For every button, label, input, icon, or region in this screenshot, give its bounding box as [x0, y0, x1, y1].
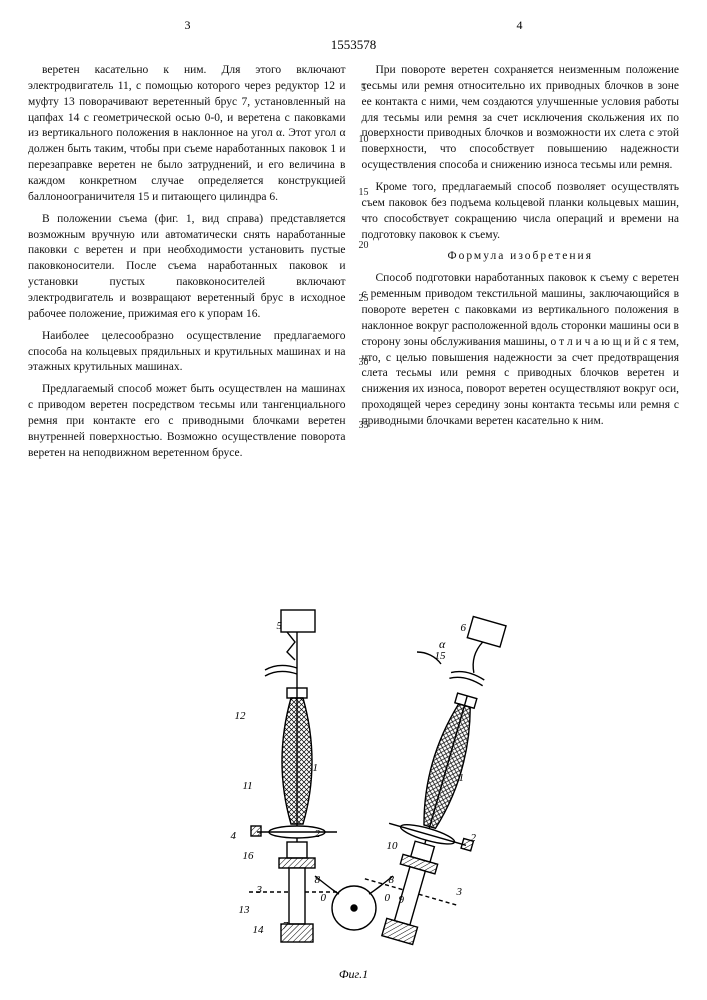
line-number: 15	[354, 188, 374, 198]
figure-annotation: 9	[399, 894, 405, 906]
patent-number: 1553578	[28, 37, 679, 53]
line-number: 35	[354, 421, 374, 431]
svg-text:α: α	[439, 637, 446, 651]
figure-annotation: 0	[321, 892, 327, 904]
figure-annotation: 3	[257, 884, 263, 896]
line-number: 30	[354, 358, 374, 368]
figure-1: α 56151211114216102831314789300 Фиг.1	[139, 592, 569, 982]
figure-annotation: 11	[243, 780, 253, 792]
line-number: 20	[354, 241, 374, 251]
figure-annotation: 1	[459, 772, 465, 784]
figure-annotation: 6	[461, 622, 467, 634]
formula-title: Формула изобретения	[362, 249, 680, 265]
body-paragraph: веретен касательно к ним. Для этого вклю…	[28, 63, 346, 206]
figure-annotation: 15	[435, 650, 446, 662]
line-number: 5	[354, 84, 374, 94]
figure-annotation: 12	[235, 710, 246, 722]
line-number: 10	[354, 135, 374, 145]
figure-annotation: 8	[315, 874, 321, 886]
page-number-right: 4	[360, 18, 679, 33]
figure-annotation: 16	[243, 850, 254, 862]
line-number: 25	[354, 294, 374, 304]
figure-annotation: 10	[387, 840, 398, 852]
figure-annotation: 3	[457, 886, 463, 898]
figure-annotation: 5	[277, 620, 283, 632]
body-paragraph: Предлагаемый способ может быть осуществл…	[28, 382, 346, 461]
figure-label: Фиг.1	[339, 967, 368, 982]
figure-annotation: 4	[231, 830, 237, 842]
body-paragraph: Наиболее целесообразно осуществление пре…	[28, 329, 346, 377]
body-paragraph: Кроме того, предлагаемый способ позволяе…	[362, 180, 680, 243]
figure-annotation: 14	[253, 924, 264, 936]
figure-annotation: 2	[471, 832, 477, 844]
right-column: При повороте веретен сохраняется неизмен…	[362, 63, 680, 468]
figure-annotation: 0	[385, 892, 391, 904]
body-paragraph: При повороте веретен сохраняется неизмен…	[362, 63, 680, 174]
body-paragraph: В положении съема (фиг. 1, вид справа) п…	[28, 212, 346, 323]
figure-annotation: 1	[313, 762, 319, 774]
left-column: веретен касательно к ним. Для этого вклю…	[28, 63, 346, 468]
figure-annotation: 8	[389, 874, 395, 886]
text-columns: веретен касательно к ним. Для этого вклю…	[28, 63, 679, 468]
figure-annotation: 13	[239, 904, 250, 916]
page-number-left: 3	[28, 18, 347, 33]
claim-paragraph: Способ подготовки наработанных паковок к…	[362, 271, 680, 430]
figure-annotation: 2	[315, 828, 321, 840]
figure-annotation: 7	[283, 920, 289, 932]
